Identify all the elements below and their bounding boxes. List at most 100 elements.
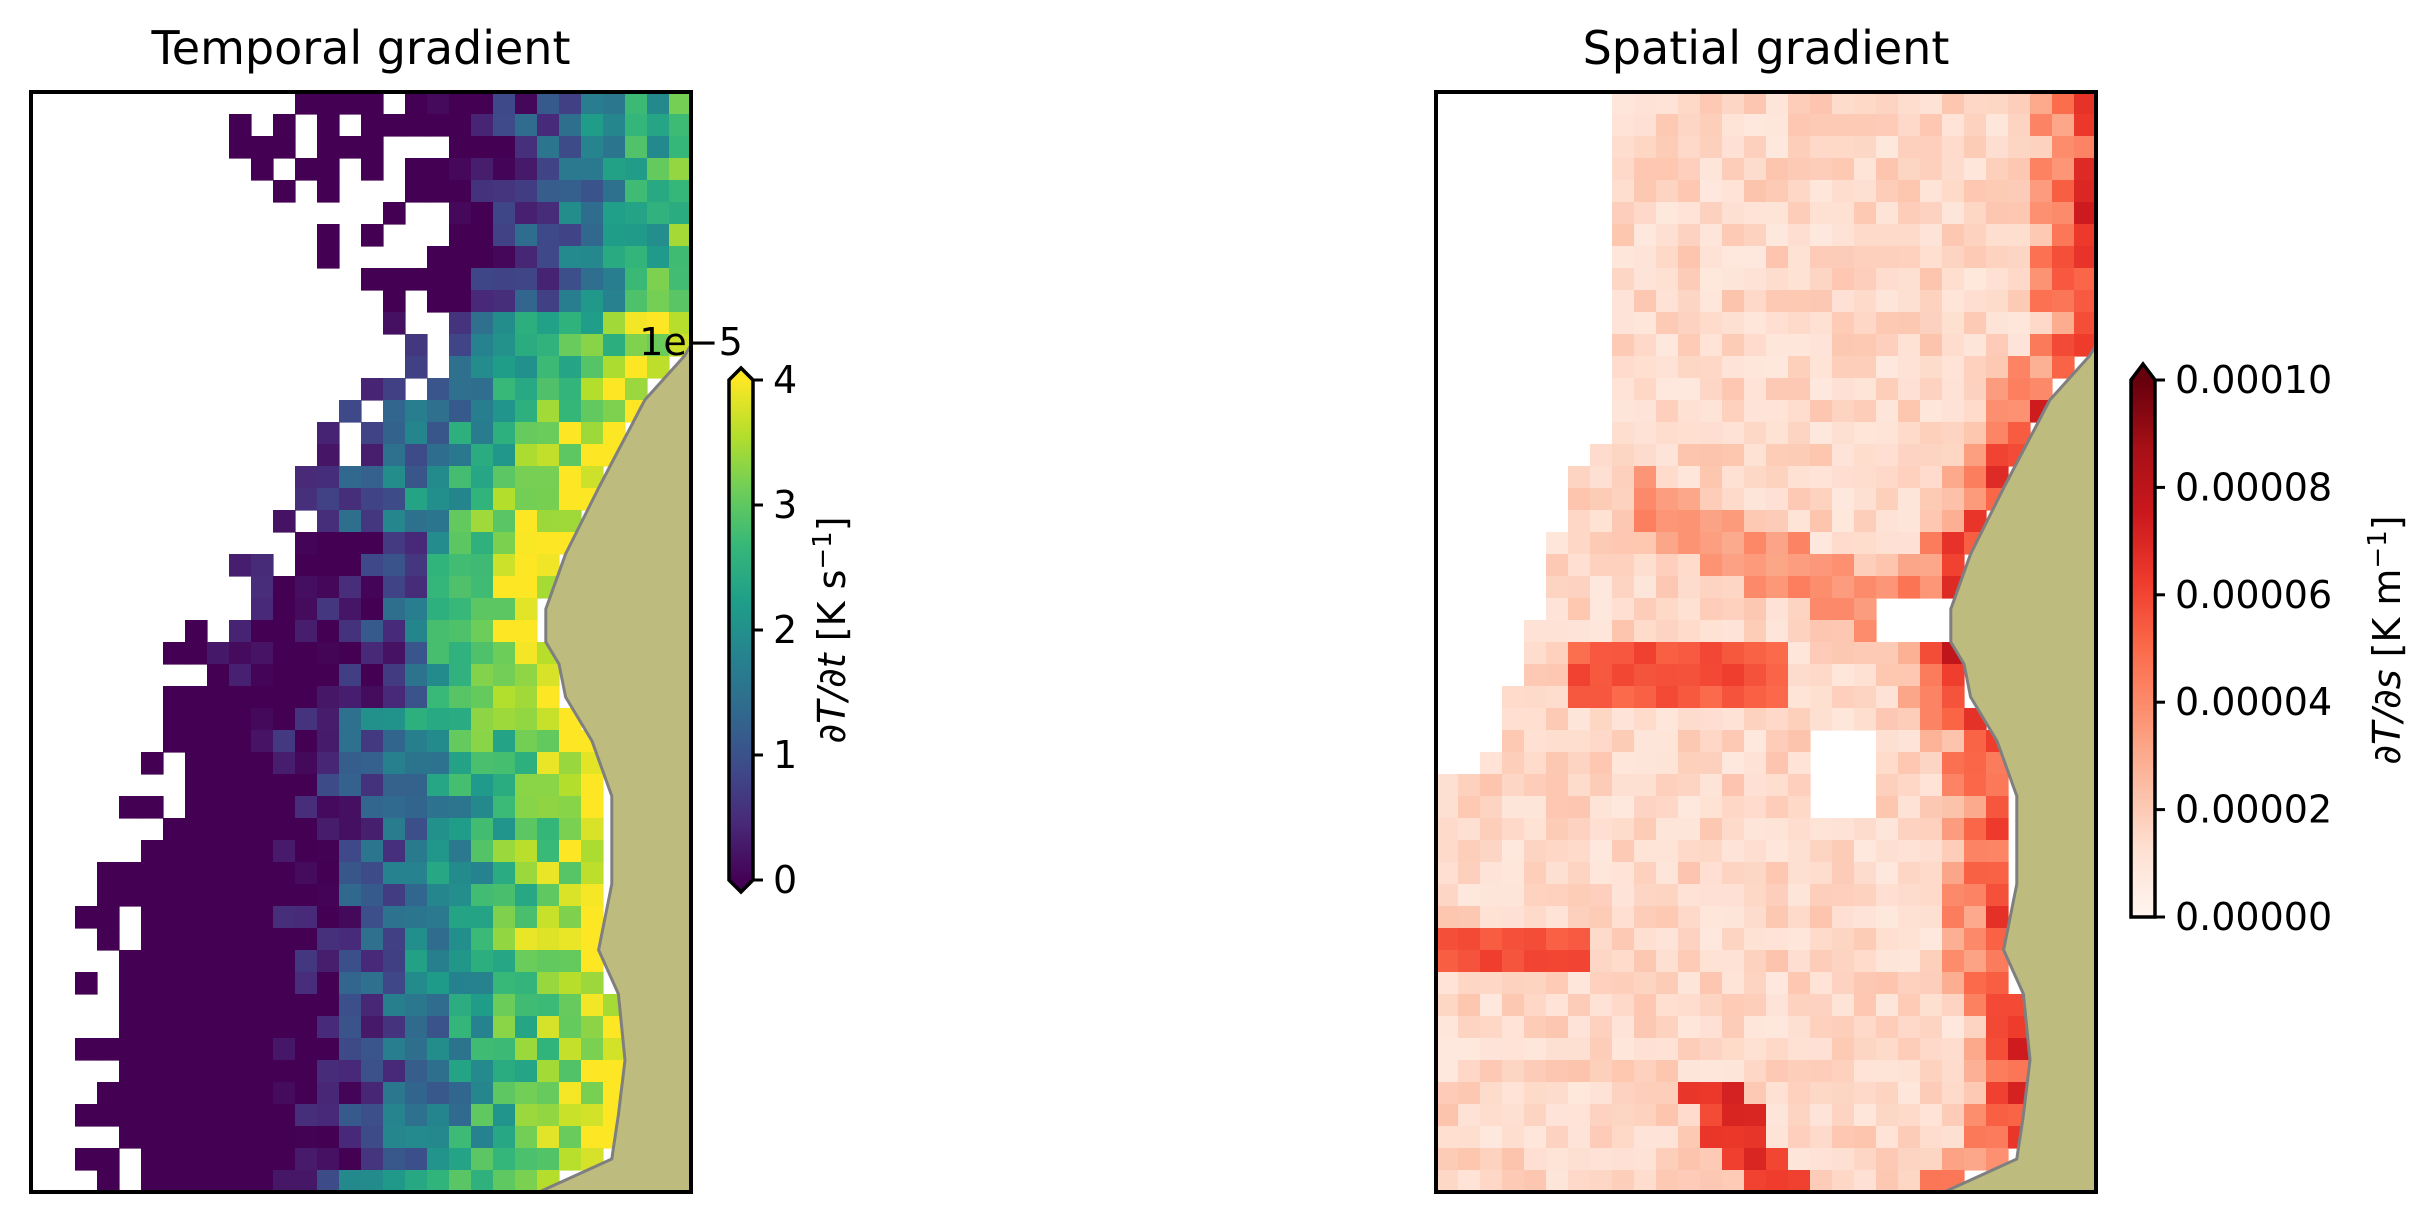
spatial-cell (1568, 554, 1591, 577)
temporal-cell (471, 202, 494, 225)
spatial-cell (1942, 532, 1965, 555)
spatial-cell (1986, 840, 2009, 863)
spatial-cell (1656, 1016, 1679, 1039)
temporal-cell (119, 1104, 142, 1127)
temporal-cell (515, 510, 538, 533)
spatial-cell (1810, 1060, 1833, 1083)
temporal-cell (317, 466, 340, 489)
spatial-cell (1766, 224, 1789, 247)
spatial-cell (1678, 642, 1701, 665)
temporal-cell (339, 664, 362, 687)
temporal-cell (515, 708, 538, 731)
temporal-cell (119, 972, 142, 995)
spatial-cell (1546, 576, 1569, 599)
spatial-cell (1744, 840, 1767, 863)
temporal-cell (669, 92, 691, 115)
spatial-cell (1700, 422, 1723, 445)
spatial-cell (1810, 1038, 1833, 1061)
spatial-cell (1920, 686, 1943, 709)
spatial-cell (1766, 950, 1789, 973)
spatial-cell (1458, 1148, 1481, 1171)
spatial-cell (1854, 532, 1877, 555)
temporal-cell (493, 862, 516, 885)
temporal-cell (361, 1126, 384, 1149)
spatial-cell (1722, 1170, 1745, 1192)
temporal-cell (339, 1082, 362, 1105)
temporal-cell (185, 884, 208, 907)
temporal-cell (405, 400, 428, 423)
spatial-cell (1700, 708, 1723, 731)
spatial-cell (1986, 400, 2009, 423)
temporal-cell (449, 642, 472, 665)
spatial-cell (1590, 950, 1613, 973)
temporal-cell (383, 576, 406, 599)
spatial-cell (1942, 950, 1965, 973)
temporal-cell (361, 862, 384, 885)
spatial-cell (1964, 466, 1987, 489)
temporal-cell (317, 444, 340, 467)
temporal-cell (581, 1126, 604, 1149)
spatial-cell (1502, 1082, 1525, 1105)
spatial-cell (1942, 994, 1965, 1017)
temporal-cell (317, 1126, 340, 1149)
temporal-cell (647, 334, 670, 357)
temporal-cell (273, 774, 296, 797)
temporal-cell (647, 180, 670, 203)
temporal-cell (515, 752, 538, 775)
spatial-cell (1832, 202, 1855, 225)
spatial-colorbar-tick-label-3: 0.00006 (2175, 573, 2332, 617)
temporal-cell (471, 1148, 494, 1171)
temporal-cell (207, 1038, 230, 1061)
temporal-cell (427, 114, 450, 137)
spatial-cell (1898, 422, 1921, 445)
spatial-cell (1744, 620, 1767, 643)
spatial-cell (1700, 752, 1723, 775)
temporal-cell (361, 158, 384, 181)
temporal-cell (581, 1082, 604, 1105)
spatial-cell (2074, 290, 2096, 313)
spatial-cell (1678, 246, 1701, 269)
temporal-cell (581, 818, 604, 841)
temporal-cell (471, 906, 494, 929)
temporal-cell (163, 708, 186, 731)
spatial-cell (1788, 510, 1811, 533)
spatial-cell (1854, 400, 1877, 423)
temporal-cell (515, 246, 538, 269)
spatial-cell (1744, 686, 1767, 709)
temporal-cell (229, 950, 252, 973)
spatial-cell (1986, 180, 2009, 203)
spatial-cell (1964, 334, 1987, 357)
temporal-cell (427, 444, 450, 467)
temporal-cell (317, 1148, 340, 1171)
spatial-cell (1744, 246, 1767, 269)
spatial-cell (2030, 158, 2053, 181)
temporal-colorbar-label: ∂T/∂t [K s−1] (808, 516, 854, 743)
spatial-cell (1612, 334, 1635, 357)
spatial-cell (1458, 818, 1481, 841)
spatial-cell (1502, 1170, 1525, 1192)
temporal-cell (427, 400, 450, 423)
temporal-cell (493, 400, 516, 423)
spatial-cell (1634, 488, 1657, 511)
spatial-cell (1480, 774, 1503, 797)
spatial-cell (1854, 554, 1877, 577)
spatial-cell (1898, 972, 1921, 995)
spatial-cell (1766, 334, 1789, 357)
spatial-cell (1920, 202, 1943, 225)
temporal-cell (581, 268, 604, 291)
spatial-cell (2030, 114, 2053, 137)
spatial-cell (1568, 862, 1591, 885)
spatial-cell (1854, 136, 1877, 159)
spatial-cell (2074, 180, 2096, 203)
temporal-colorbar-label-exp: −1 (808, 531, 838, 569)
temporal-cell (449, 730, 472, 753)
spatial-cell (1436, 818, 1459, 841)
spatial-cell (1942, 1060, 1965, 1083)
temporal-cell (405, 114, 428, 137)
temporal-cell (163, 1060, 186, 1083)
temporal-cell (339, 466, 362, 489)
temporal-cell (339, 400, 362, 423)
temporal-cell (559, 290, 582, 313)
spatial-cell (1942, 158, 1965, 181)
temporal-cell (185, 840, 208, 863)
